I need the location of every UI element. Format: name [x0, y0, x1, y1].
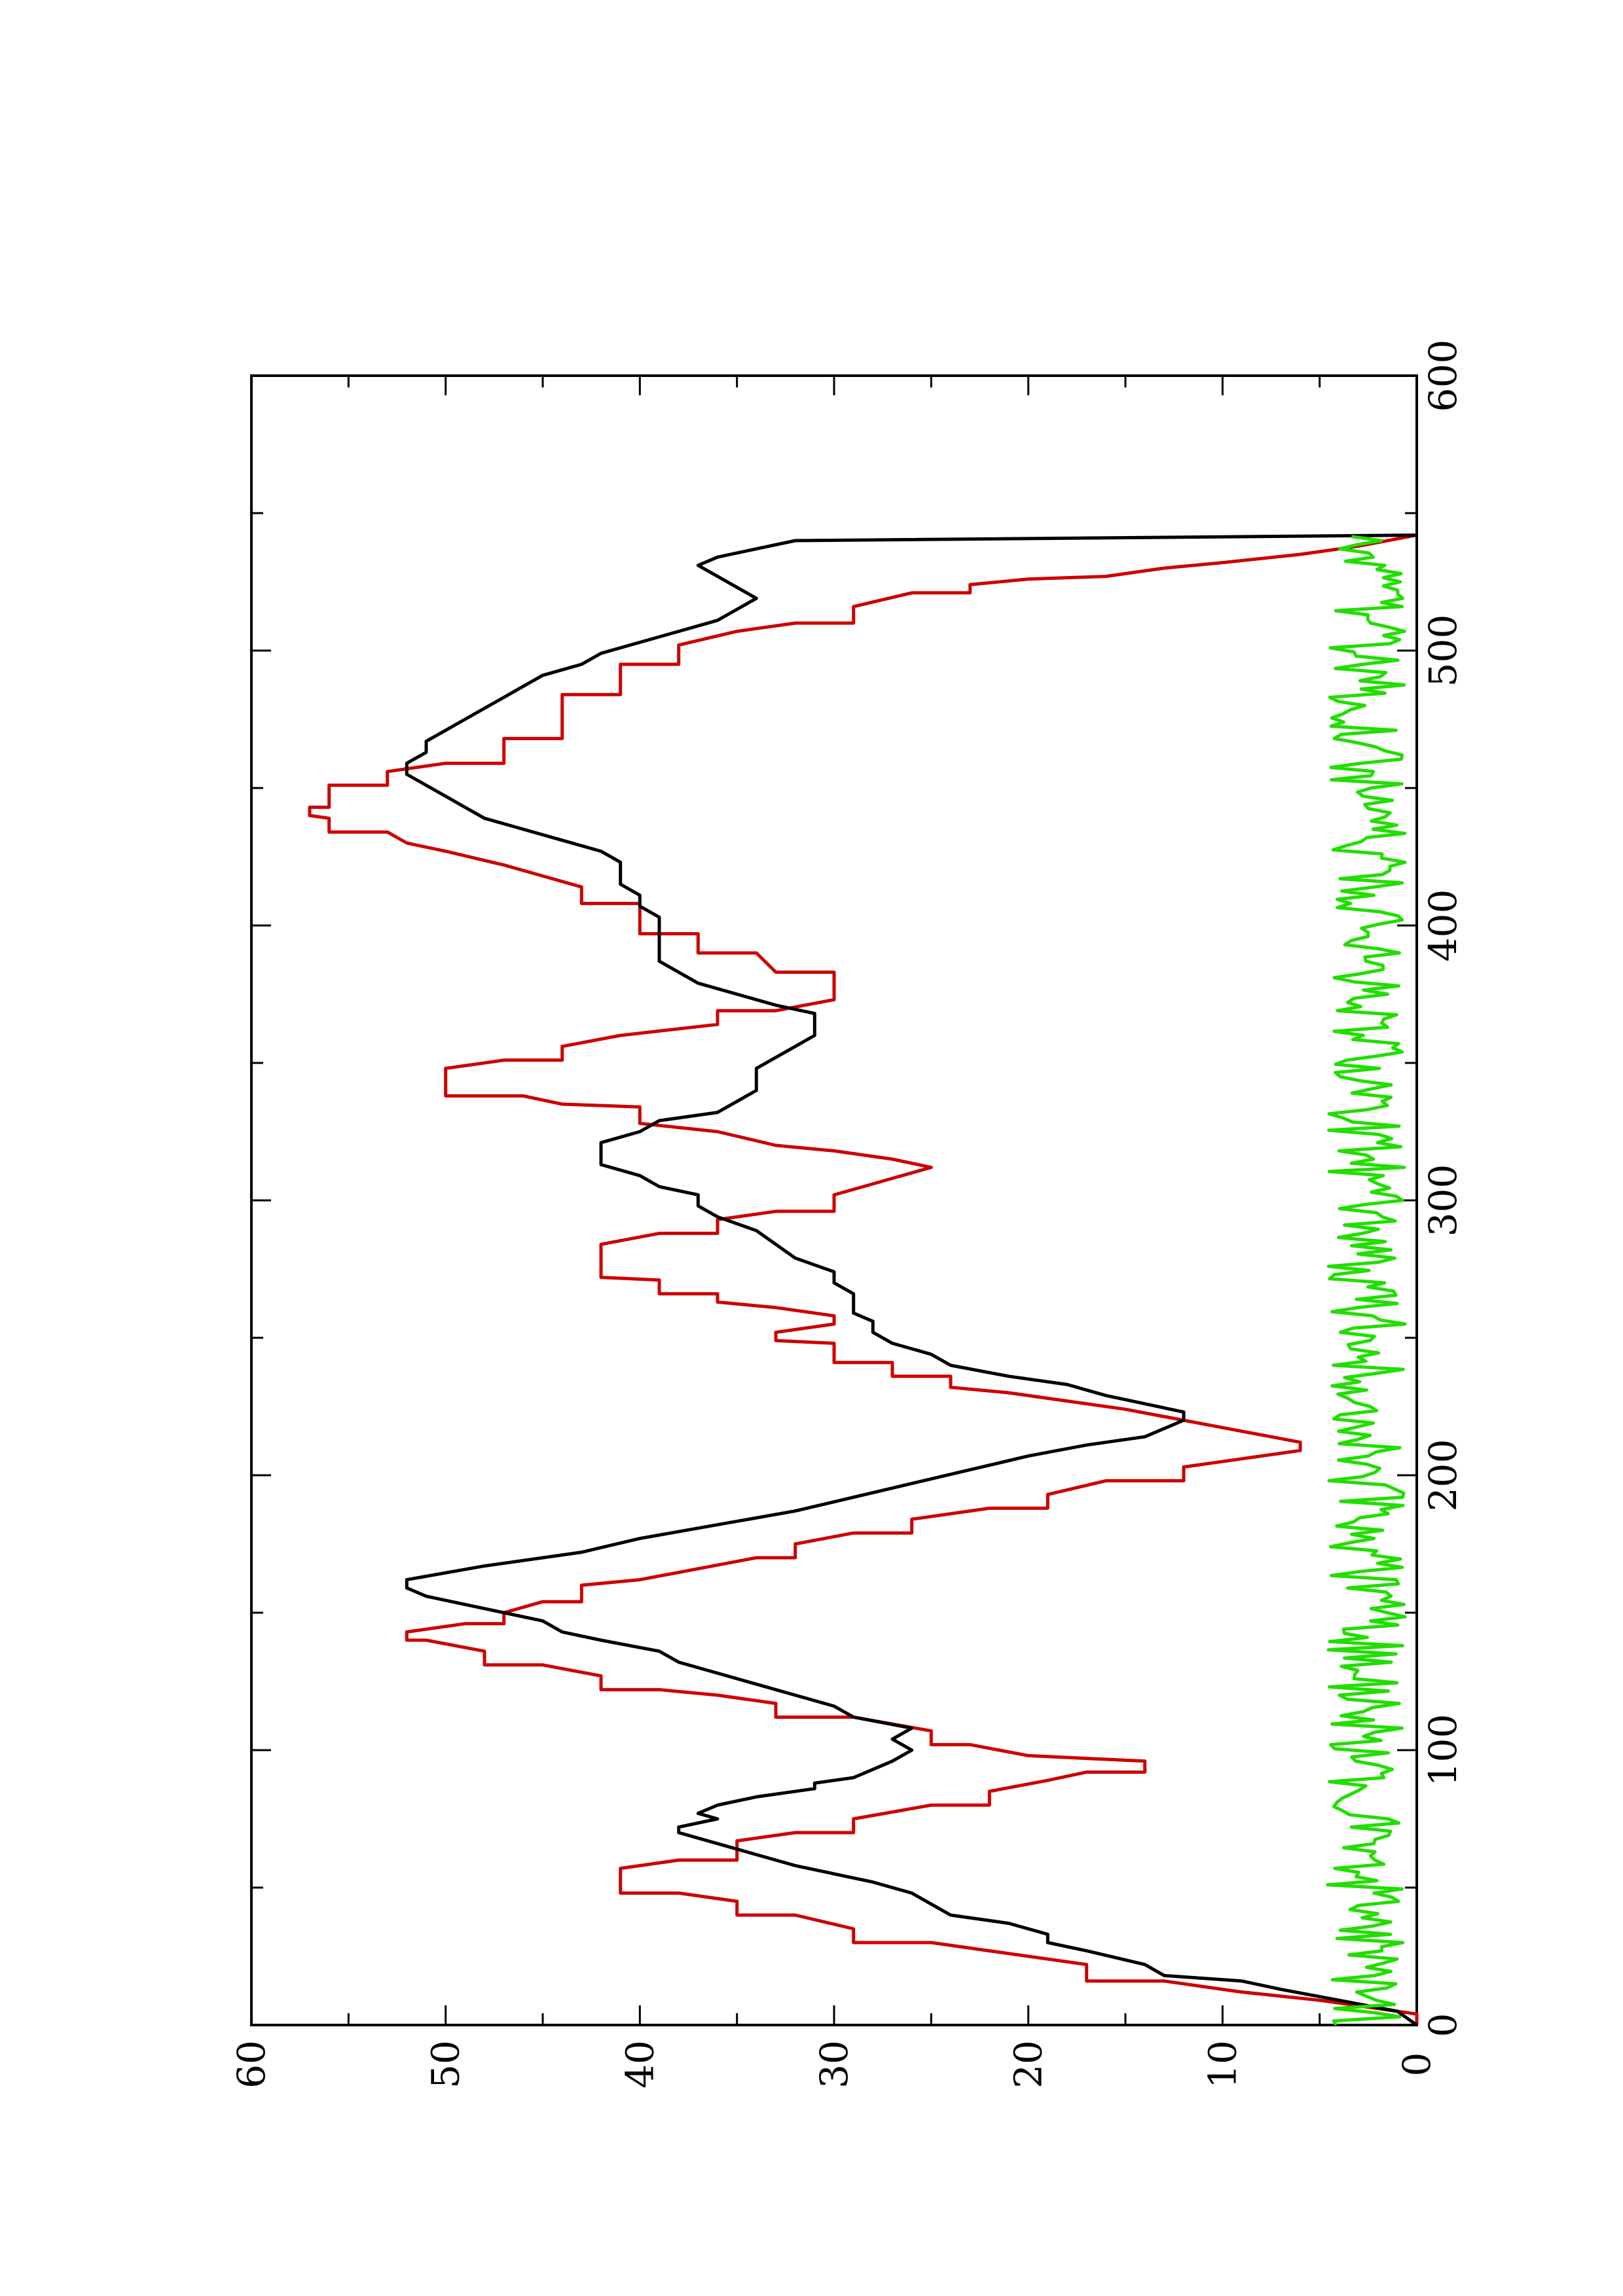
y-tick-label: 40	[617, 2040, 662, 2089]
x-tick-label: 300	[1421, 1164, 1465, 1237]
series-line-0	[308, 533, 1419, 2025]
tick-labels: 0 100 200 300 400 500 600 0 10 20 30 40 50 60	[229, 340, 1465, 2089]
x-tick-label: 400	[1421, 889, 1465, 962]
series-line-1	[405, 533, 1418, 2027]
series-line-2	[1326, 535, 1407, 2026]
y-tick-label: 0	[1395, 2053, 1439, 2077]
x-tick-label: 0	[1421, 2013, 1465, 2037]
x-tick-label: 200	[1421, 1439, 1465, 1512]
y-tick-label: 60	[229, 2040, 274, 2089]
x-tick-label: 500	[1421, 615, 1465, 687]
y-tick-label: 20	[1006, 2040, 1051, 2089]
axis-ticks	[250, 374, 1418, 2026]
y-tick-label: 10	[1200, 2040, 1245, 2089]
plot-series	[308, 533, 1419, 2027]
x-tick-label: 100	[1421, 1714, 1465, 1787]
x-tick-label: 600	[1421, 340, 1465, 412]
y-tick-label: 30	[812, 2040, 856, 2089]
y-tick-label: 50	[424, 2040, 468, 2089]
